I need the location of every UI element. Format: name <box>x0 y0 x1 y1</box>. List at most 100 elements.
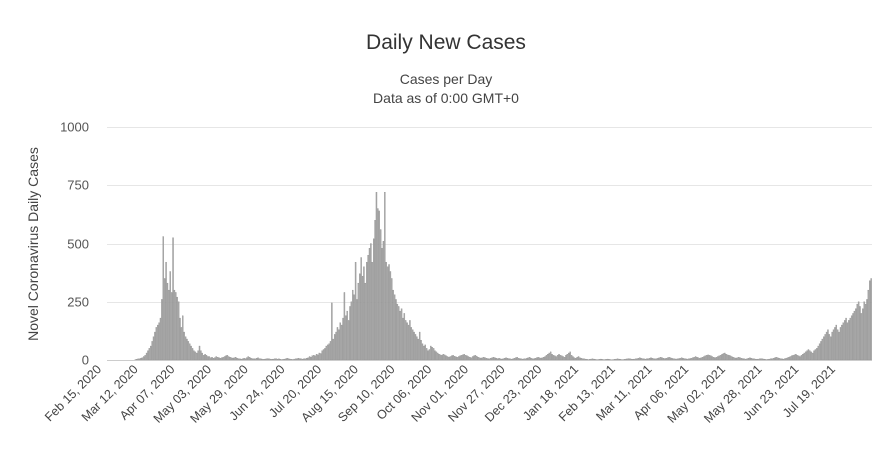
bar <box>439 354 442 361</box>
bar <box>575 357 577 361</box>
bar <box>366 261 368 361</box>
bar <box>490 357 492 361</box>
bar <box>628 358 630 361</box>
bar <box>576 357 578 361</box>
bar <box>255 357 258 361</box>
bar <box>824 334 826 361</box>
bar <box>414 334 417 361</box>
bar <box>361 275 364 361</box>
bar <box>607 358 609 361</box>
bar <box>728 355 730 361</box>
bar <box>559 355 562 361</box>
bar <box>661 357 663 361</box>
bar <box>791 355 793 361</box>
bar <box>582 358 584 361</box>
bar <box>375 192 378 361</box>
bar <box>760 358 762 361</box>
bar <box>641 358 644 361</box>
bar <box>189 343 191 361</box>
bar <box>675 358 677 361</box>
bar <box>512 358 514 361</box>
bar <box>622 359 624 361</box>
bar <box>619 359 622 361</box>
bar <box>299 358 301 361</box>
bar <box>269 358 272 361</box>
bar <box>158 322 160 361</box>
bar <box>282 359 284 361</box>
bar <box>742 358 744 361</box>
bar <box>722 353 725 361</box>
bar <box>184 336 187 361</box>
bar <box>421 343 424 361</box>
bar <box>413 331 415 361</box>
bar <box>551 354 553 361</box>
bar <box>694 356 697 361</box>
bar <box>262 359 265 361</box>
bar <box>223 356 226 361</box>
bar <box>343 292 346 361</box>
bar <box>817 345 819 361</box>
bar <box>405 320 407 361</box>
bar <box>604 359 606 361</box>
bar <box>697 357 700 361</box>
bar <box>788 357 790 361</box>
bar <box>381 248 383 361</box>
bar <box>796 355 798 361</box>
bar <box>726 354 729 361</box>
bar <box>233 357 236 361</box>
bar <box>420 340 422 361</box>
bar <box>462 354 464 361</box>
bar <box>198 345 201 361</box>
bar <box>251 358 254 361</box>
bar <box>626 358 628 361</box>
bar <box>357 282 360 361</box>
bar <box>573 357 576 361</box>
bar <box>340 324 343 361</box>
bar <box>859 306 861 361</box>
bar <box>235 357 237 361</box>
bar <box>828 334 831 361</box>
bar <box>725 354 727 361</box>
bar <box>555 356 557 361</box>
bar <box>846 322 849 361</box>
bar <box>257 357 259 361</box>
bar <box>715 357 718 361</box>
bar <box>735 357 737 361</box>
bar <box>371 261 373 361</box>
bar <box>770 358 772 361</box>
bar <box>852 313 854 361</box>
bar <box>494 357 496 361</box>
bar <box>811 352 814 361</box>
bar <box>612 359 615 361</box>
bar <box>250 357 252 361</box>
bar <box>209 357 212 361</box>
bar <box>417 338 419 361</box>
chart-subtitle-line-1: Cases per Day <box>400 71 493 87</box>
bar <box>667 357 669 361</box>
bar <box>246 357 248 361</box>
bar <box>860 313 863 361</box>
bar <box>651 357 654 361</box>
bar <box>253 358 255 361</box>
bar <box>232 357 234 361</box>
bar <box>601 359 603 361</box>
bar <box>630 358 633 361</box>
bar <box>711 356 713 361</box>
bar <box>289 358 291 361</box>
bar <box>240 358 243 361</box>
bar <box>372 238 375 361</box>
bar <box>398 306 400 361</box>
bar <box>322 349 325 361</box>
bar <box>200 350 202 361</box>
bar <box>431 347 433 361</box>
bar <box>740 357 743 361</box>
bar <box>756 359 758 361</box>
bar <box>707 354 709 361</box>
bar <box>547 354 549 361</box>
bar <box>703 356 705 361</box>
bar <box>435 351 438 361</box>
bar <box>296 358 298 361</box>
bar <box>161 299 163 361</box>
bar <box>736 357 739 361</box>
